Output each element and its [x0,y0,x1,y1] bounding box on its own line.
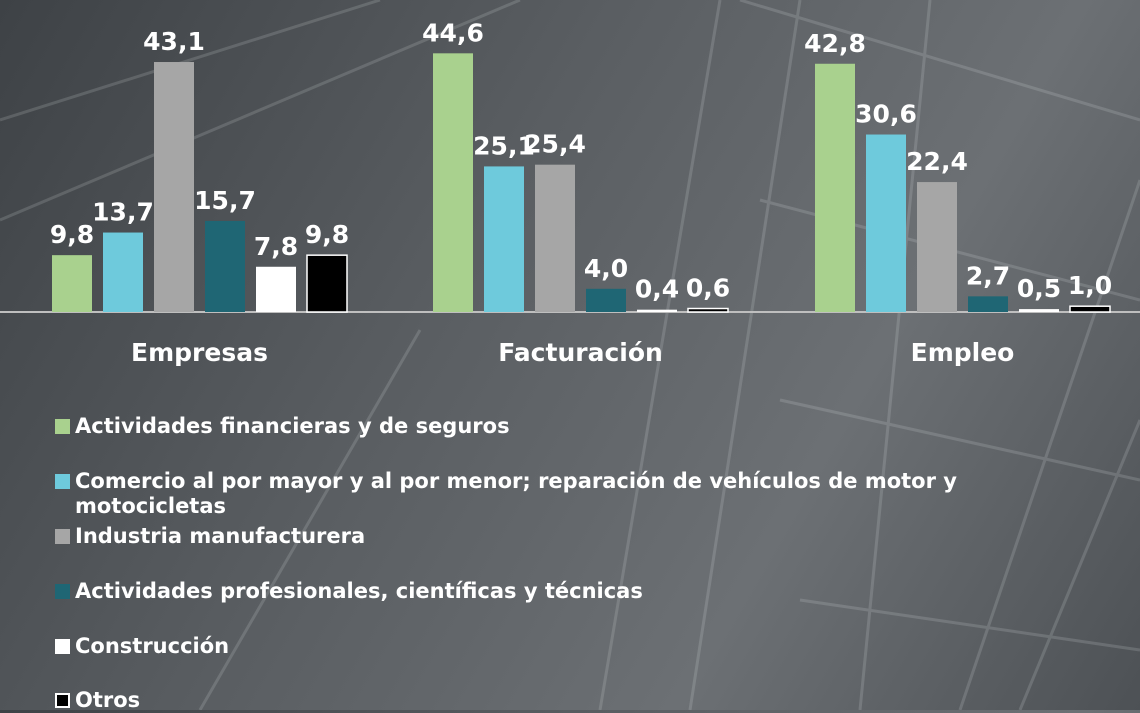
bar [815,63,855,313]
value-label: 9,8 [50,220,94,249]
value-label: 1,0 [1068,271,1112,300]
value-label: 0,4 [635,275,679,304]
bar [484,166,524,312]
bar [968,296,1008,312]
bar [687,307,729,313]
bar [917,182,957,312]
bar [52,255,92,312]
legend-label: Otros [75,688,141,712]
bar [586,288,626,312]
bar [154,62,194,312]
legend-item: Otros [55,688,1085,713]
legend-swatch [55,584,70,599]
legend-item: Actividades profesionales, científicas y… [55,579,1085,604]
legend-swatch [55,693,70,708]
value-label: 25,4 [524,130,586,159]
legend-item: Industria manufacturera [55,524,1085,549]
value-label: 42,8 [804,29,866,58]
legend-swatch [55,639,70,654]
legend-item: Comercio al por mayor y al por menor; re… [55,469,1085,519]
legend-label: Comercio al por mayor y al por menor; re… [75,469,957,518]
legend-label: Industria manufacturera [75,524,366,548]
value-label: 25,1 [473,131,535,160]
category-label: Empleo [911,338,1015,367]
legend-swatch [55,529,70,544]
legend-swatch [55,419,70,434]
bar [256,266,296,312]
value-label: 0,6 [686,274,730,303]
legend-item: Actividades financieras y de seguros [55,414,1085,439]
value-label: 30,6 [855,100,917,129]
value-label: 9,8 [305,220,349,249]
legend-label: Actividades financieras y de seguros [75,414,510,438]
bar [205,220,245,312]
legend-label: Construcción [75,634,230,658]
legend-swatch [55,474,70,489]
legend-label: Actividades profesionales, científicas y… [75,579,643,603]
bar [1069,305,1111,313]
category-label: Facturación [498,338,663,367]
bar [306,254,348,313]
value-label: 43,1 [143,27,205,56]
bar [433,53,473,312]
value-label: 44,6 [422,18,484,47]
value-label: 2,7 [966,261,1010,290]
bar [103,232,143,312]
value-label: 7,8 [254,232,298,261]
category-label: Empresas [131,338,268,367]
legend-item: Construcción [55,634,1085,659]
bar [637,309,677,312]
value-label: 4,0 [584,254,628,283]
bar [866,134,906,312]
value-label: 13,7 [92,198,154,227]
bar [535,164,575,312]
value-label: 15,7 [194,186,256,215]
bar [1019,309,1059,312]
value-label: 0,5 [1017,274,1061,303]
value-label: 22,4 [906,147,968,176]
